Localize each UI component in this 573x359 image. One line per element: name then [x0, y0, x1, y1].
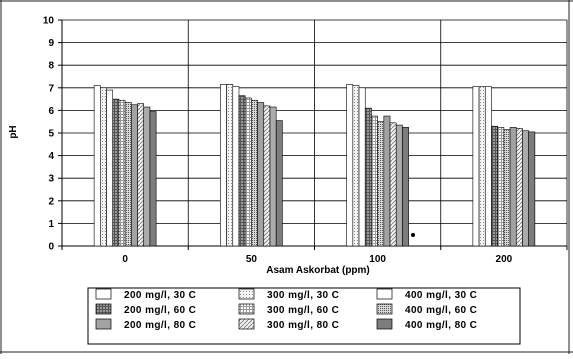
bars — [93, 84, 536, 247]
bar-cat50-s9 — [275, 120, 283, 247]
bar-cat200-s9 — [528, 131, 536, 247]
legend-swatch — [95, 303, 112, 315]
bar-cat0-s1 — [100, 87, 107, 247]
bar-cat0-s6 — [131, 104, 138, 247]
bar-cat0-s7 — [137, 103, 145, 247]
bar-cat50-s2 — [232, 86, 240, 247]
y-tick-label: 8 — [48, 61, 54, 72]
bar-cat200-s7 — [515, 128, 523, 247]
legend-box — [87, 287, 521, 345]
bar-cat50-s1 — [226, 84, 234, 247]
legend-label: 300 mg/l, 80 C — [267, 320, 339, 331]
bar-cat50-s7 — [263, 105, 271, 247]
y-tick-label: 10 — [43, 16, 55, 27]
bar-cat200-s8 — [522, 130, 529, 247]
x-tick-label: 100 — [369, 254, 386, 265]
legend-swatch — [376, 318, 393, 330]
axis-labels: pH Asam Askorbat (ppm) — [8, 125, 370, 276]
bar-cat100-s7 — [389, 122, 397, 247]
legend-label: 200 mg/l, 30 C — [124, 290, 196, 301]
legend-label: 300 mg/l, 30 C — [267, 290, 339, 301]
x-axis-label: Asam Askorbat (ppm) — [266, 265, 370, 276]
bar-cat200-s0 — [472, 86, 480, 247]
bar-cat50-s8 — [269, 106, 277, 247]
bar-cat0-s5 — [124, 102, 132, 247]
bar-cat100-s2 — [358, 87, 366, 247]
bar-cat0-s0 — [93, 85, 101, 247]
bar-cat200-s1 — [478, 86, 486, 247]
legend-label: 300 mg/l, 60 C — [267, 305, 339, 316]
bar-cat0-s3 — [112, 98, 120, 247]
bar-cat200-s4 — [497, 127, 505, 247]
y-tick-label: 1 — [48, 219, 54, 230]
bar-cat200-s3 — [491, 125, 498, 247]
bar-cat50-s0 — [220, 84, 227, 247]
bar-cat200-s6 — [509, 127, 517, 247]
legend-label: 400 mg/l, 30 C — [405, 290, 477, 301]
bar-cat0-s9 — [149, 111, 157, 247]
legend: 200 mg/l, 30 C 300 mg/l, 30 C 400 mg/l, 30… — [87, 287, 521, 345]
x-tick-label: 50 — [246, 254, 258, 265]
bar-cat100-s0 — [346, 84, 354, 247]
legend-label: 400 mg/l, 80 C — [405, 320, 477, 331]
x-tick-label: 0 — [122, 254, 128, 265]
y-tick-label: 7 — [48, 83, 54, 94]
bar-cat100-s9 — [402, 127, 409, 247]
legend-swatch — [238, 288, 255, 300]
bar-cat200-s2 — [484, 86, 492, 247]
y-tick-label: 6 — [48, 106, 54, 117]
x-tick-label: 200 — [496, 254, 513, 265]
y-tick-label: 0 — [48, 242, 54, 253]
legend-label: 200 mg/l, 80 C — [124, 320, 196, 331]
bar-cat100-s1 — [352, 85, 360, 247]
bar-cat0-s4 — [118, 99, 126, 247]
bar-cat100-s5 — [377, 121, 385, 247]
stray-dot — [411, 233, 415, 237]
bar-cat100-s3 — [364, 107, 372, 247]
bar-cat50-s3 — [238, 95, 246, 247]
bar-cat200-s5 — [503, 129, 511, 247]
legend-swatch — [376, 288, 393, 300]
legend-swatch — [95, 318, 112, 330]
bar-cat100-s8 — [395, 124, 403, 247]
bar-cat0-s2 — [106, 89, 114, 247]
bar-cat50-s5 — [251, 99, 258, 247]
legend-swatch — [376, 303, 393, 315]
y-tick-label: 9 — [48, 38, 54, 49]
bar-cat50-s6 — [257, 102, 265, 247]
legend-swatch — [238, 318, 255, 330]
y-axis-label: pH — [8, 125, 19, 138]
y-tick-label: 3 — [48, 174, 54, 185]
legend-label: 200 mg/l, 60 C — [124, 305, 196, 316]
bar-cat0-s8 — [143, 106, 151, 247]
bar-cat100-s4 — [371, 115, 378, 247]
bar-cat50-s4 — [244, 97, 252, 247]
y-tick-label: 5 — [48, 129, 54, 140]
y-tick-label: 2 — [48, 196, 54, 207]
y-tick-label: 4 — [48, 151, 54, 162]
legend-swatch — [238, 303, 255, 315]
legend-label: 400 mg/l, 60 C — [405, 305, 477, 316]
bar-cat100-s6 — [383, 115, 391, 247]
legend-swatch — [95, 288, 112, 300]
